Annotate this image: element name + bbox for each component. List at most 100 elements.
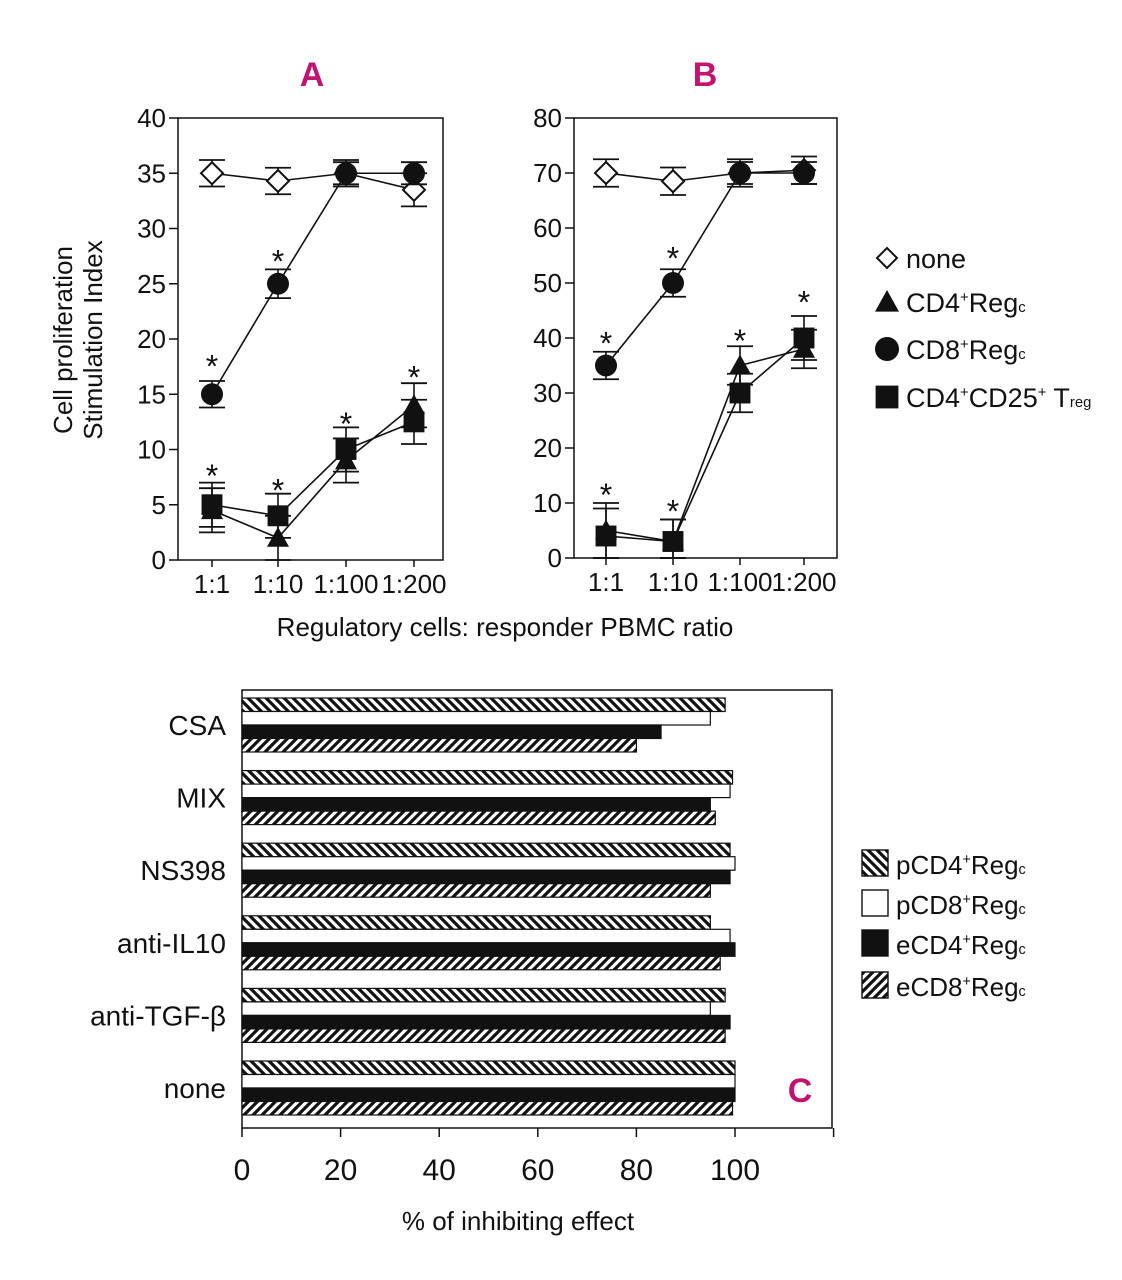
- panel-b-point-diamond-open: [660, 168, 686, 194]
- panel-b-xtick-label: 1:200: [771, 567, 836, 597]
- legend-ab-item: none: [875, 244, 966, 274]
- panel-b-ytick-label: 10: [533, 488, 562, 518]
- panel-b-point-circle: [662, 272, 684, 294]
- panel-b-ytick-label: 60: [533, 213, 562, 243]
- panel-b-point-square: [595, 525, 617, 547]
- x-axis-title-ab: Regulatory cells: responder PBMC ratio: [277, 612, 734, 642]
- panel-c-xtick-label: 20: [324, 1154, 357, 1187]
- panel-c: CSA MIX NS398 anti-IL10 anti-TGF-β none 0 20 40…: [90, 689, 835, 1236]
- panel-b-ytick-label: 0: [548, 543, 562, 573]
- panel-b-point-circle: [729, 162, 751, 184]
- panel-a-xtick-label: 1:1: [194, 569, 230, 599]
- legend-c-label: pCD8+Regc: [896, 890, 1026, 920]
- panel-b-point-square: [729, 382, 751, 404]
- panel-b-point-square: [793, 327, 815, 349]
- panel-c-bar-diag-back: [241, 915, 711, 930]
- panel-c-bar-diag-forward: [241, 810, 716, 826]
- panel-c-bar-black: [241, 869, 731, 885]
- panel-a-ytick-label: 25: [137, 269, 166, 299]
- panel-a-point-circle: [201, 383, 223, 406]
- legend-c-swatch-black: [861, 929, 889, 957]
- panel-c-xticks: 0 20 40 60 80 100: [234, 1128, 835, 1187]
- legend-ab-item: CD4+CD25+ Treg: [875, 383, 1091, 413]
- legend-c-item: eCD8+Regc: [861, 971, 1026, 1002]
- legend-c-item: pCD4+Regc: [861, 849, 1026, 880]
- panel-a-point-circle: [267, 272, 289, 295]
- panel-a-ytick-label: 0: [152, 545, 166, 575]
- panel-a-xtick-label: 1:200: [381, 569, 446, 599]
- panel-b-xtick-label: 1:1: [588, 567, 624, 597]
- panel-c-plot-frame: [241, 689, 833, 1129]
- legend-ab-marker-triangle: [875, 290, 899, 312]
- panel-a-point-circle: [335, 162, 357, 185]
- panel-c-category-label: MIX: [176, 783, 226, 814]
- panel-a-ytick-label: 40: [137, 103, 166, 133]
- panel-c-bar-black: [241, 724, 662, 740]
- legend-ab-label: CD8+Regc: [906, 335, 1026, 365]
- y-axis-title: Cell proliferation Stimulation Index: [48, 240, 108, 439]
- panel-c-bar-white: [241, 856, 736, 871]
- panel-b-series-line: [605, 169, 805, 183]
- legend-ab-label: CD4+Regc: [906, 288, 1026, 318]
- panel-a-point-square: [335, 439, 357, 460]
- panel-b-point-square: [662, 531, 684, 552]
- panel-c-bar-white: [241, 1001, 711, 1017]
- panel-c-bar-black: [241, 796, 711, 812]
- panel-c-bar-diag-back: [241, 1060, 736, 1076]
- panel-c-bar-diag-forward: [241, 955, 721, 971]
- legend-c-label: pCD4+Regc: [896, 850, 1026, 880]
- panel-b-series-triangle: [593, 328, 817, 559]
- panel-b-point-triangle: [729, 354, 751, 375]
- legend-c-item: eCD4+Regc: [861, 929, 1026, 960]
- panel-c-xtick-label: 40: [423, 1154, 456, 1187]
- panel-a-significance-asterisk: *: [206, 458, 218, 494]
- legend-ab-item: CD4+Regc: [875, 288, 1026, 318]
- panel-a-series-line: [211, 172, 414, 395]
- panel-b-point-diamond-open: [593, 160, 619, 186]
- panel-a-series-square: [199, 398, 427, 539]
- panel-c-bar-diag-back: [241, 697, 726, 713]
- legend-c-swatch-diag-forward: [861, 971, 889, 999]
- panel-b-significance-asterisk: *: [667, 493, 679, 529]
- panel-c-xtick-label: 0: [234, 1154, 251, 1187]
- panel-c-bar-black: [241, 1087, 736, 1103]
- panel-c-category-label: none: [164, 1073, 226, 1104]
- panel-b-xtick-label: 1:10: [648, 567, 699, 597]
- panel-c-bar-diag-forward: [241, 1028, 726, 1044]
- panel-c-xtick-label: 60: [521, 1154, 554, 1187]
- panel-a-yticks: 0 5 10 15 20 25 30 35 40: [137, 103, 178, 575]
- panel-c-categories: CSA MIX NS398 anti-IL10 anti-TGF-β none: [90, 710, 226, 1104]
- panel-b-series-line: [605, 348, 805, 543]
- panel-a-series-circle: [199, 161, 427, 409]
- y-axis-title-line-2: Stimulation Index: [78, 240, 108, 439]
- panel-a-xticks: 1:1 1:10 1:100 1:200: [194, 560, 447, 599]
- y-axis-title-line-1: Cell proliferation: [48, 246, 78, 434]
- panel-a-point-circle: [403, 162, 425, 185]
- legend-c-swatch-white: [861, 889, 889, 917]
- panel-a-significance-asterisk: *: [272, 244, 284, 280]
- panel-b-series-line: [605, 337, 805, 543]
- legend-c-swatch-diag-back: [861, 849, 889, 877]
- panel-letter-a: A: [300, 56, 325, 94]
- panel-a-series-line: [211, 404, 415, 539]
- panel-b-significance-asterisk: *: [734, 323, 746, 359]
- panel-b-series-circle: [593, 161, 817, 381]
- panel-c-bar-diag-forward: [241, 883, 711, 898]
- panel-a-point-square: [267, 505, 289, 527]
- panel-b-series: [593, 155, 817, 559]
- panel-a-xtick-label: 1:100: [313, 569, 378, 599]
- panel-a-point-diamond-open: [199, 160, 225, 186]
- panel-c-bar-diag-back: [241, 769, 734, 785]
- panel-c-bar-black: [241, 942, 736, 957]
- legend-ab-label: none: [906, 244, 966, 274]
- panel-b-point-circle: [595, 354, 617, 377]
- panel-c-category-label: NS398: [140, 855, 226, 886]
- panel-b-significance-asterisk: *: [798, 284, 810, 320]
- panel-a-point-square: [403, 411, 425, 433]
- legend-ab-marker-diamond-open: [875, 246, 899, 270]
- legend-c: pCD4+Regc pCD8+Regc eCD4+Regc eCD8+Regc: [861, 849, 1026, 1002]
- panel-c-xtick-label: 80: [620, 1154, 653, 1187]
